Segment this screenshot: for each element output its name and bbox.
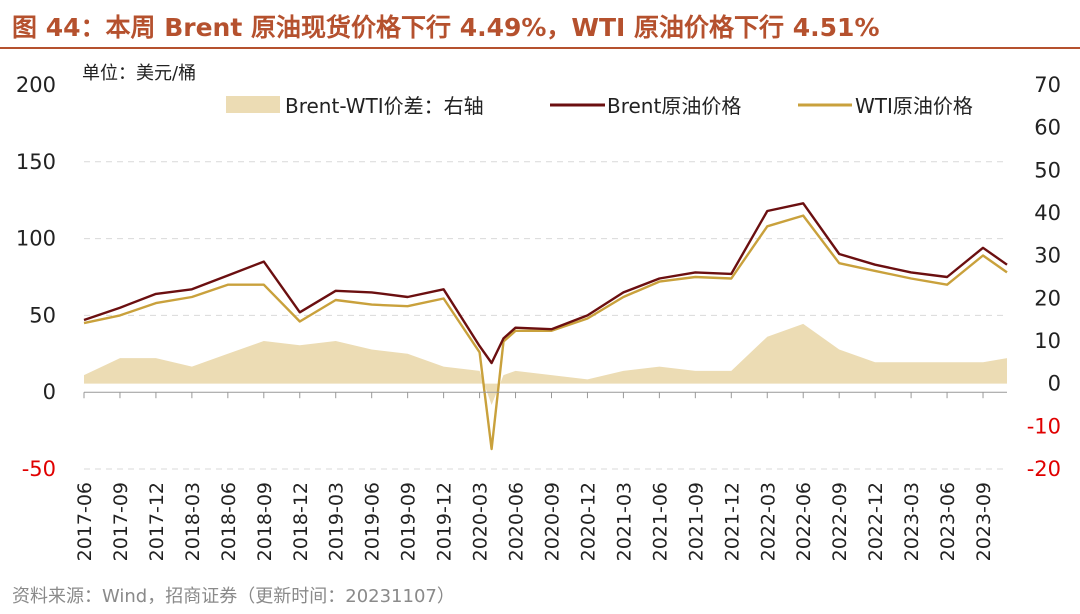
x-tick-label: 2017-09 [110,482,132,561]
legend: Brent-WTI价差：右轴 Brent原油价格 WTI原油价格 [226,94,973,118]
spread-area-layer [84,323,1007,405]
legend-swatch-spread [226,96,280,113]
x-tick-label: 2018-09 [254,482,276,561]
price-line-layer [83,202,1008,451]
x-tick-label: 2022-09 [829,482,851,561]
x-tick-label: 2017-06 [74,482,96,561]
title-rule [0,47,1080,49]
x-tick-label: 2023-03 [901,482,923,561]
legend-label-brent: Brent原油价格 [607,94,741,118]
y-right-tick-label: -20 [1027,457,1061,481]
y-left-tick-label: 200 [16,73,56,97]
source-note: 资料来源：Wind，招商证券（更新时间：20231107） [12,586,455,607]
y-right-tick-label: -10 [1027,414,1061,438]
y-left-tick-label: 150 [16,150,56,174]
x-tick-label: 2023-06 [937,482,959,561]
y-right-tick-label: 60 [1034,116,1061,140]
wti-price-line [83,214,1008,451]
y-right-tick-label: 20 [1034,286,1061,310]
x-tick-label: 2021-03 [613,482,635,561]
unit-label: 单位：美元/桶 [82,63,196,84]
x-tick-label: 2023-09 [973,482,995,561]
y-right-tick-label: 10 [1034,329,1061,353]
x-axis: 2017-06 2017-09 2017-12 2018-03 2018-06 2018-… [74,391,1007,561]
spread-area [84,323,1007,405]
x-tick-label: 2022-06 [793,482,815,561]
price-chart: 单位：美元/桶 -50 0 50 100 150 200 -20 -10 0 10 20 30 40 5… [16,63,1061,561]
y-right-tick-label: 30 [1034,244,1061,268]
legend-label-wti: WTI原油价格 [855,94,973,118]
right-axis: -20 -10 0 10 20 30 40 50 60 70 [1027,73,1061,481]
y-left-tick-label: 50 [29,303,56,327]
x-tick-label: 2020-03 [470,482,492,561]
x-tick-label: 2021-12 [721,482,743,561]
y-right-tick-label: 70 [1034,73,1061,97]
grid-lines [84,161,1007,470]
x-tick-label: 2020-09 [542,482,564,561]
y-left-tick-label: 0 [43,380,56,404]
y-left-tick-label: 100 [16,227,56,251]
legend-label-spread: Brent-WTI价差：右轴 [285,94,484,118]
x-tick-label: 2022-12 [865,482,887,561]
x-tick-label: 2019-09 [398,482,420,561]
x-tick-label: 2020-12 [578,482,600,561]
x-tick-label: 2017-12 [146,482,168,561]
y-right-tick-label: 50 [1034,158,1061,182]
x-tick-label: 2021-09 [685,482,707,561]
page-title: 图 44：本周 Brent 原油现货价格下行 4.49%，WTI 原油价格下行 … [12,13,880,42]
y-left-tick-label: -50 [22,457,56,481]
x-tick-label: 2021-06 [649,482,671,561]
y-right-tick-label: 40 [1034,201,1061,225]
x-tick-label: 2019-03 [326,482,348,561]
x-tick-label: 2018-12 [290,482,312,561]
left-axis: -50 0 50 100 150 200 [16,73,56,481]
x-tick-label: 2018-03 [182,482,204,561]
x-tick-label: 2022-03 [757,482,779,561]
x-tick-label: 2020-06 [506,482,528,561]
brent-price-line [83,202,1008,365]
y-right-tick-label: 0 [1048,372,1061,396]
x-tick-label: 2019-12 [434,482,456,561]
x-tick-label: 2019-06 [362,482,384,561]
x-tick-label: 2018-06 [218,482,240,561]
